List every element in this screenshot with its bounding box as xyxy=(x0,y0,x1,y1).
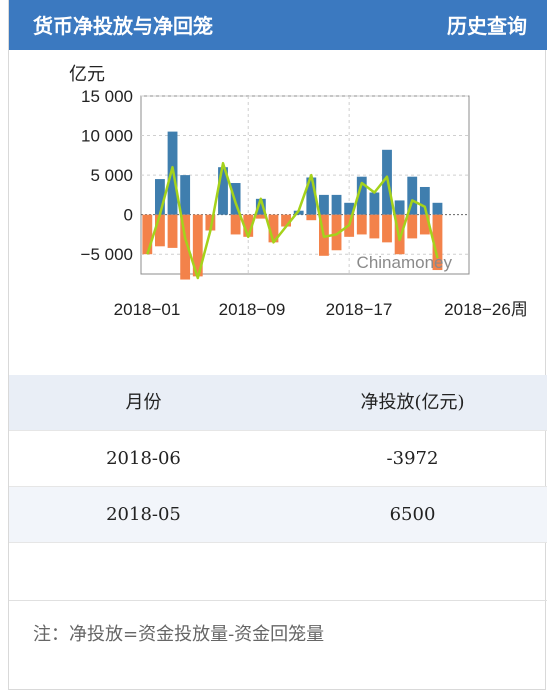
withdrawal-bar xyxy=(407,214,418,239)
investment-bar xyxy=(344,202,355,215)
table-cell-value: -3972 xyxy=(386,448,439,469)
table-cell-month: 2018-06 xyxy=(106,448,181,469)
withdrawal-bar xyxy=(205,214,216,231)
panel-header: 货币净投放与净回笼 历史查询 xyxy=(9,0,547,50)
y-axis-unit-label: 亿元 xyxy=(69,64,105,85)
x-tick-label: 2018−26周 xyxy=(444,300,528,319)
investment-bar xyxy=(432,202,443,215)
investment-bar xyxy=(407,176,418,215)
withdrawal-bar xyxy=(230,214,241,235)
x-tick-labels: 2018−01 2018−09 2018−17 2018−26周 xyxy=(114,300,528,319)
net-line xyxy=(146,161,439,280)
chart-grid xyxy=(140,95,470,275)
table-cell-month: 2018-05 xyxy=(106,504,181,525)
y-tick-label: 0 xyxy=(124,206,133,225)
plot-border xyxy=(140,95,470,275)
table-header-row: 月份 净投放(亿元) xyxy=(9,375,547,431)
x-tick-label: 2018−01 xyxy=(114,300,181,319)
investment-bar xyxy=(306,177,317,215)
history-query-link[interactable]: 历史查询 xyxy=(447,14,527,38)
table-cell-value: 6500 xyxy=(389,504,436,525)
y-tick-label: 15 000 xyxy=(81,87,133,106)
y-tick-label: 5 000 xyxy=(90,166,133,185)
investment-bar xyxy=(180,175,191,215)
y-tick-labels: 15 000 10 000 5 000 0 −5 000 xyxy=(81,87,133,264)
withdrawal-bar xyxy=(382,214,392,243)
withdrawal-bar xyxy=(243,214,254,237)
chart-line xyxy=(146,161,439,280)
withdrawal-bar xyxy=(142,214,153,255)
withdrawal-bar xyxy=(155,214,165,247)
x-tick-label: 2018−17 xyxy=(326,300,393,319)
table-row: 2018-05 6500 xyxy=(9,487,547,543)
table-row: 2018-06 -3972 xyxy=(9,431,547,487)
y-tick-label: −5 000 xyxy=(81,245,133,264)
investment-bar xyxy=(331,194,342,215)
investment-bar xyxy=(319,194,329,215)
investment-bar xyxy=(394,200,405,215)
withdrawal-bar xyxy=(432,214,443,271)
investment-bar xyxy=(255,198,266,215)
withdrawal-bar xyxy=(180,214,191,280)
net-injection-chart: 亿元 Chinamoney 15 000 10 000 5 000 0 −5 000 2… xyxy=(69,64,528,319)
withdrawal-bar xyxy=(419,214,430,235)
y-tick-label: 10 000 xyxy=(81,127,133,146)
x-tick-label: 2018−09 xyxy=(219,300,286,319)
investment-bar xyxy=(369,192,380,215)
investment-bar xyxy=(218,167,228,215)
withdrawal-bar xyxy=(331,214,342,251)
withdrawal-bar xyxy=(167,214,178,248)
withdrawal-bar xyxy=(306,214,317,221)
withdrawal-bar xyxy=(192,214,203,277)
money-panel: 货币净投放与净回笼 历史查询 亿元 Chinamoney 15 000 10 00… xyxy=(8,0,547,690)
chart-watermark: Chinamoney xyxy=(357,253,453,272)
column-header-net-injection: 净投放(亿元) xyxy=(360,392,465,413)
withdrawal-bar xyxy=(369,214,380,239)
investment-bar xyxy=(155,179,165,215)
withdrawal-bar xyxy=(281,214,291,227)
investment-bar xyxy=(356,176,367,215)
note-divider xyxy=(9,600,547,601)
withdrawal-bar xyxy=(255,214,266,219)
formula-note: 注：净投放=资金投放量-资金回笼量 xyxy=(33,624,325,645)
net-injection-table: 月份 净投放(亿元) 2018-06 -3972 2018-05 6500 xyxy=(9,375,547,543)
withdrawal-bar xyxy=(356,214,367,235)
investment-bar xyxy=(419,186,430,215)
withdrawal-bar xyxy=(268,214,279,243)
column-header-month: 月份 xyxy=(125,392,162,413)
panel-title: 货币净投放与净回笼 xyxy=(33,14,213,38)
